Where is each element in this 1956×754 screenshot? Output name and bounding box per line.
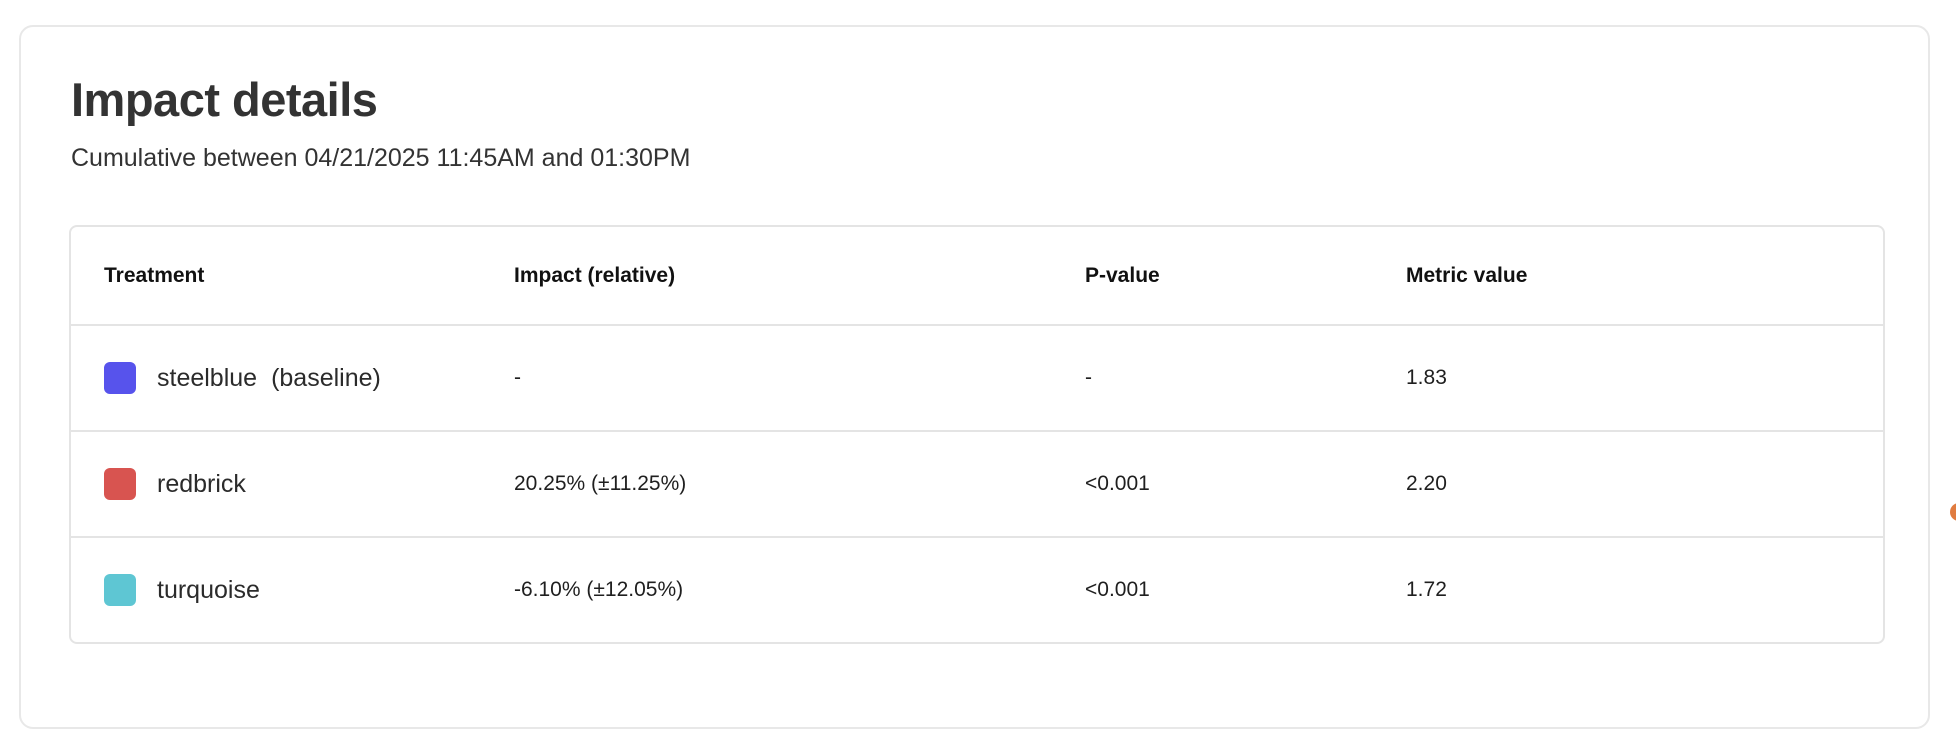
impact-cell: 20.25% (±11.25%) bbox=[514, 472, 687, 495]
table-row: steelblue (baseline) - - 1.83 bbox=[71, 324, 1883, 430]
column-header-metric-value: Metric value bbox=[1406, 263, 1528, 287]
card-subtitle: Cumulative between 04/21/2025 11:45AM an… bbox=[71, 144, 691, 172]
column-header-p-value: P-value bbox=[1085, 263, 1160, 287]
metric-value-cell: 1.72 bbox=[1406, 578, 1447, 601]
p-value-cell: <0.001 bbox=[1085, 472, 1150, 495]
table-row: turquoise -6.10% (±12.05%) <0.001 1.72 bbox=[71, 536, 1883, 642]
color-swatch bbox=[104, 574, 136, 606]
column-header-treatment: Treatment bbox=[104, 263, 205, 287]
p-value-cell: <0.001 bbox=[1085, 578, 1150, 601]
treatment-name: steelblue bbox=[157, 363, 258, 392]
treatment-name: turquoise bbox=[157, 575, 260, 604]
treatment-cell: turquoise bbox=[104, 538, 260, 642]
impact-details-card: Impact details Cumulative between 04/21/… bbox=[19, 25, 1930, 729]
table-header: Treatment Impact (relative) P-value Metr… bbox=[71, 227, 1883, 324]
color-swatch bbox=[104, 468, 136, 500]
treatment-cell: steelblue (baseline) bbox=[104, 326, 381, 430]
impact-cell: -6.10% (±12.05%) bbox=[514, 578, 684, 601]
impact-table: Treatment Impact (relative) P-value Metr… bbox=[69, 225, 1885, 644]
color-swatch bbox=[104, 362, 136, 394]
p-value-cell: - bbox=[1085, 366, 1092, 389]
column-header-impact: Impact (relative) bbox=[514, 263, 676, 287]
metric-value-cell: 1.83 bbox=[1406, 366, 1447, 389]
impact-cell: - bbox=[514, 366, 521, 389]
card-title: Impact details bbox=[71, 73, 378, 126]
metric-value-cell: 2.20 bbox=[1406, 472, 1447, 495]
help-launcher-icon[interactable] bbox=[1950, 503, 1956, 521]
baseline-tag: (baseline) bbox=[271, 363, 381, 392]
table-row: redbrick 20.25% (±11.25%) <0.001 2.20 bbox=[71, 430, 1883, 536]
treatment-cell: redbrick bbox=[104, 432, 246, 536]
treatment-name: redbrick bbox=[157, 469, 246, 498]
